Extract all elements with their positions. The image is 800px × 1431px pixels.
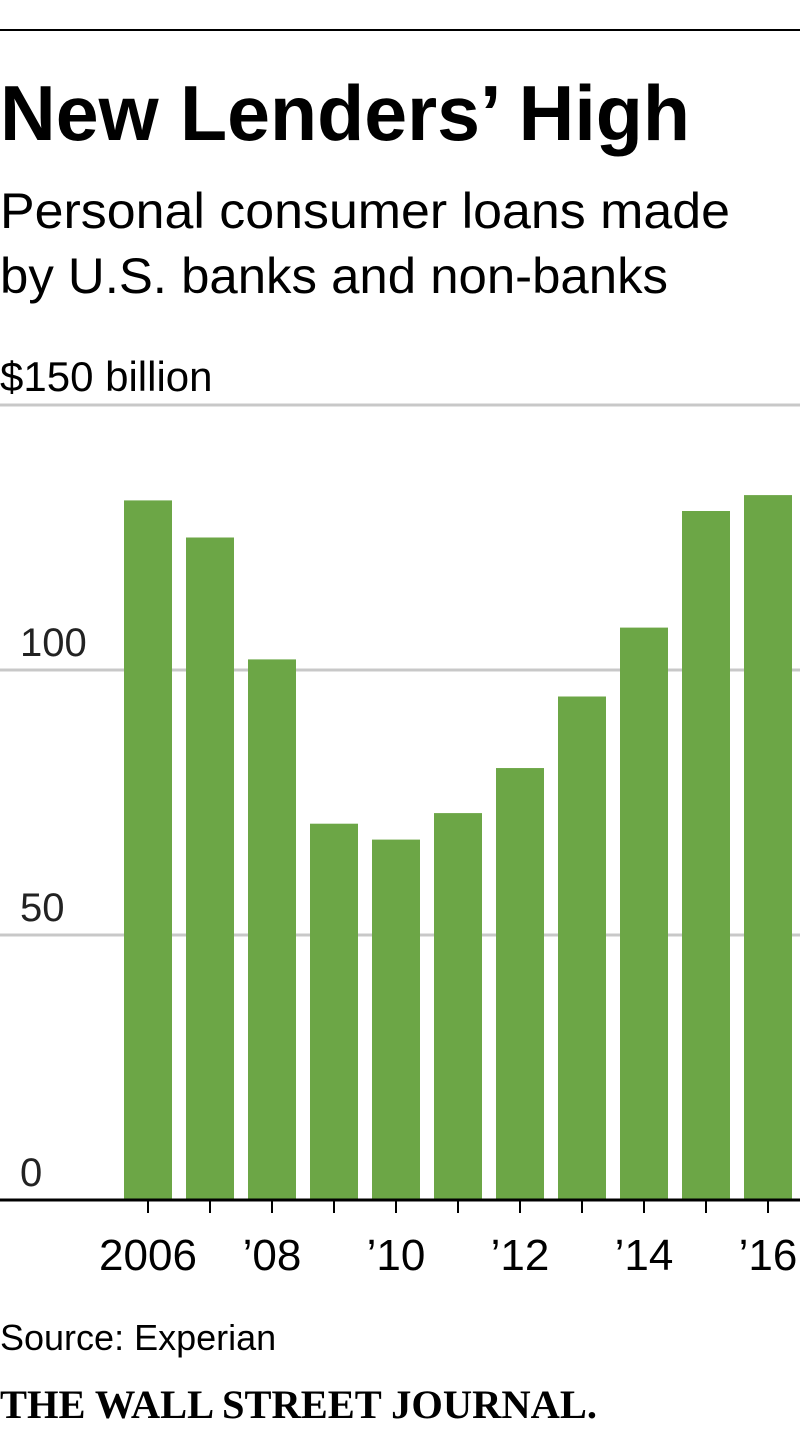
bar [372, 839, 420, 1200]
x-tick-label: ’10 [367, 1231, 426, 1280]
publisher: THE WALL STREET JOURNAL. [0, 1382, 597, 1427]
bar [186, 537, 234, 1200]
x-tick-label: ’12 [491, 1231, 550, 1280]
y-tick-label: $150 billion [0, 353, 213, 400]
y-tick-label: 50 [20, 886, 65, 930]
bar [682, 511, 730, 1200]
bar [248, 659, 296, 1200]
subtitle: Personal consumer loans made [0, 183, 730, 239]
bar [434, 813, 482, 1200]
x-tick-label: ’14 [615, 1231, 674, 1280]
subtitle: by U.S. banks and non-banks [0, 248, 668, 304]
bar [496, 768, 544, 1200]
x-tick-label: ’16 [739, 1231, 798, 1280]
x-tick-label: ’08 [243, 1231, 302, 1280]
bar [620, 627, 668, 1200]
y-tick-label: 100 [20, 621, 87, 665]
bar [744, 495, 792, 1201]
source: Source: Experian [0, 1317, 276, 1358]
y-tick-label: 0 [20, 1151, 42, 1195]
x-tick-label: 2006 [99, 1231, 197, 1280]
chart-title: New Lenders’ High [0, 69, 690, 157]
bar [124, 500, 172, 1200]
bar [310, 823, 358, 1200]
bar [558, 696, 606, 1200]
